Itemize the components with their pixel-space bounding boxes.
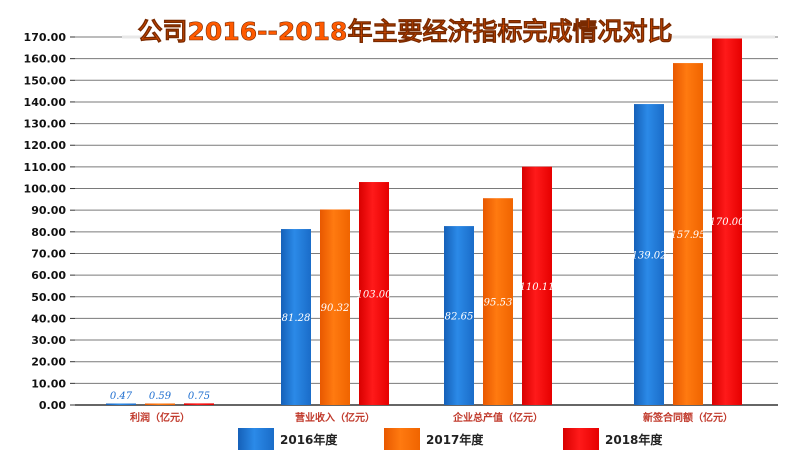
legend-swatch xyxy=(238,428,274,450)
y-tick-label: 30.00 xyxy=(31,334,66,347)
bar xyxy=(145,403,175,405)
data-labels: 0.47 0.59 0.75 81.28 90.32 103.00 82.65 95.53 11… xyxy=(110,217,745,402)
bar xyxy=(483,198,513,405)
bar xyxy=(522,166,552,405)
data-label: 139.02 xyxy=(632,251,667,262)
gridlines xyxy=(75,36,778,384)
data-label: 82.65 xyxy=(445,312,474,323)
y-tick-label: 110.00 xyxy=(24,161,67,174)
data-label: 81.28 xyxy=(282,313,311,324)
y-tick-label: 120.00 xyxy=(24,139,67,152)
y-axis: 0.00 10.00 20.00 30.00 40.00 50.00 60.00 70.00 8… xyxy=(24,31,778,412)
bar xyxy=(634,104,664,405)
x-category-label: 企业总产值（亿元） xyxy=(452,411,543,424)
bar xyxy=(359,182,389,405)
legend-label: 2016年度 xyxy=(280,432,338,447)
data-label: 110.11 xyxy=(520,282,555,293)
data-label: 90.32 xyxy=(321,303,350,314)
legend-swatch xyxy=(563,428,599,450)
y-tick-label: 80.00 xyxy=(31,226,66,239)
y-tick-label: 0.00 xyxy=(39,399,66,412)
y-tick-label: 20.00 xyxy=(31,356,66,369)
bar xyxy=(712,37,742,405)
x-category-label: 新签合同额（亿元） xyxy=(643,411,733,424)
legend: 2016年度 2017年度 2018年度 xyxy=(238,428,663,450)
data-label: 0.59 xyxy=(149,391,172,402)
y-tick-label: 90.00 xyxy=(31,204,66,217)
y-tick-label: 130.00 xyxy=(24,118,67,131)
legend-swatch xyxy=(384,428,420,450)
chart-title: 公司2016--2018年主要经济指标完成情况对比 xyxy=(138,17,673,46)
bar xyxy=(184,403,214,405)
y-tick-label: 140.00 xyxy=(24,96,67,109)
data-label: 95.53 xyxy=(484,298,513,309)
bars xyxy=(106,37,742,405)
y-tick-label: 170.00 xyxy=(24,31,67,44)
legend-label: 2017年度 xyxy=(426,432,484,447)
data-label: 170.00 xyxy=(710,217,746,228)
data-label: 103.00 xyxy=(357,290,393,301)
y-tick-label: 60.00 xyxy=(31,269,66,282)
data-label: 157.95 xyxy=(671,230,706,241)
chart-title-group: 公司2016--2018年主要经济指标完成情况对比 xyxy=(122,12,775,48)
y-tick-label: 10.00 xyxy=(31,377,66,390)
bar xyxy=(281,229,311,405)
legend-label: 2018年度 xyxy=(605,432,663,447)
x-category-label: 利润（亿元） xyxy=(130,411,190,424)
y-tick-label: 150.00 xyxy=(24,74,67,87)
y-tick-label: 100.00 xyxy=(24,183,67,196)
y-tick-label: 70.00 xyxy=(31,247,66,260)
y-tick-label: 40.00 xyxy=(31,312,66,325)
y-tick-label: 50.00 xyxy=(31,291,66,304)
x-category-label: 营业收入（亿元） xyxy=(295,411,375,424)
x-axis: 利润（亿元） 营业收入（亿元） 企业总产值（亿元） 新签合同额（亿元） xyxy=(130,411,733,424)
bar xyxy=(444,226,474,405)
data-label: 0.47 xyxy=(110,391,133,402)
bar xyxy=(320,209,350,405)
y-tick-label: 160.00 xyxy=(24,53,67,66)
bar xyxy=(106,403,136,405)
bar xyxy=(673,63,703,405)
data-label: 0.75 xyxy=(188,391,210,402)
